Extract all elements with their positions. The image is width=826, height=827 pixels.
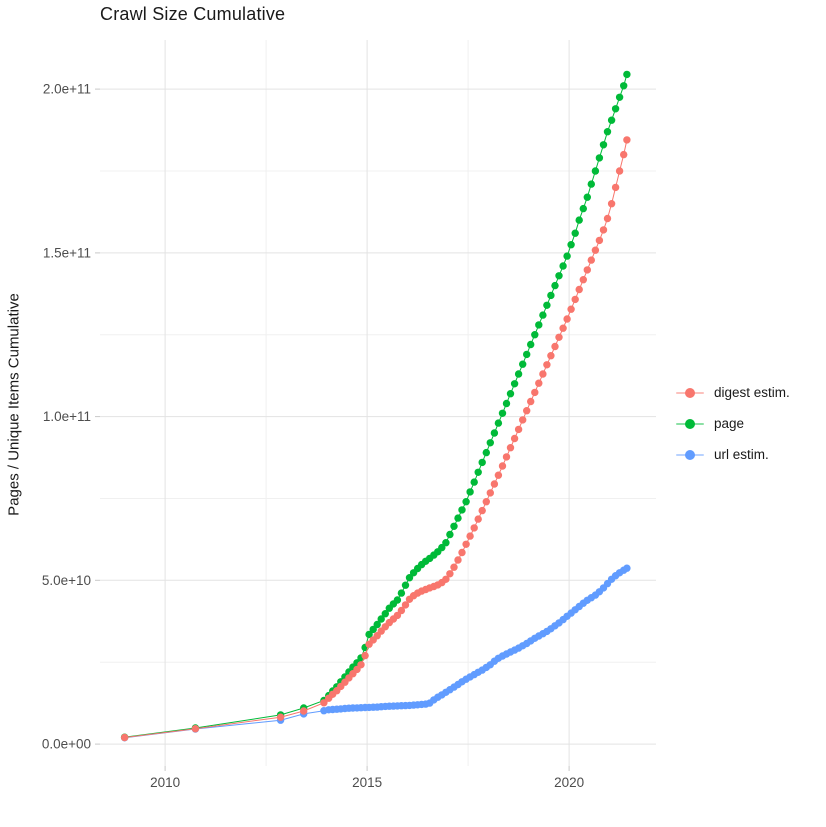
grid-minor	[100, 40, 656, 766]
legend-key-url-estim	[676, 448, 704, 462]
x-tick-label: 2010	[150, 775, 180, 790]
y-tick-label: 5.0e+10	[42, 573, 91, 588]
legend-key-digest-estim	[676, 386, 704, 400]
legend-dot-icon	[685, 418, 695, 429]
chart-title: Crawl Size Cumulative	[100, 4, 286, 24]
legend-item-digest-estim: digest estim.	[676, 377, 790, 408]
legend-label: url estim.	[714, 447, 769, 462]
legend-key-page	[676, 417, 704, 431]
legend-dot-icon	[685, 449, 695, 460]
legend-label: page	[714, 416, 745, 431]
x-tick-label: 2020	[554, 775, 584, 790]
y-tick-label: 0.0e+00	[42, 737, 91, 752]
x-axis: 2010 2015 2020	[150, 766, 584, 790]
x-tick-label: 2015	[352, 775, 382, 790]
series-url-estim	[120, 564, 631, 742]
y-tick-label: 2.0e+11	[43, 82, 91, 97]
y-axis: 0.0e+00 5.0e+10 1.0e+11 1.5e+11 2.0e+11	[42, 82, 100, 752]
grid-major	[100, 40, 656, 766]
legend-item-url-estim: url estim.	[676, 439, 790, 470]
legend-dot-icon	[685, 387, 695, 398]
legend: digest estim. page url estim.	[676, 377, 790, 470]
y-tick-label: 1.0e+11	[43, 409, 91, 424]
legend-label: digest estim.	[714, 385, 790, 400]
legend-item-page: page	[676, 408, 790, 439]
y-tick-label: 1.5e+11	[43, 245, 91, 260]
series-digest-estim	[120, 136, 631, 742]
